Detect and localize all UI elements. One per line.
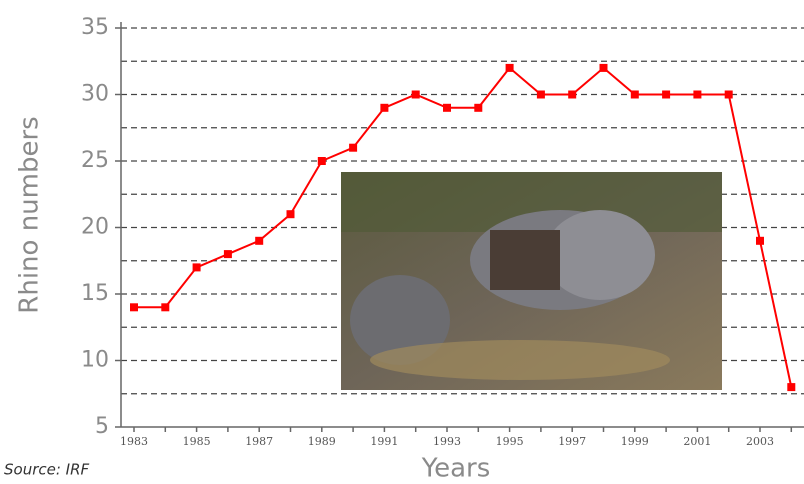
y-tick-label: 25 bbox=[81, 148, 109, 173]
x-axis-label: Years bbox=[421, 454, 491, 484]
data-point bbox=[287, 210, 295, 218]
y-tick-label: 30 bbox=[81, 82, 109, 107]
data-point bbox=[130, 303, 138, 311]
data-point bbox=[568, 91, 576, 99]
x-tick-label: 1989 bbox=[308, 435, 336, 448]
data-point bbox=[443, 104, 451, 112]
x-tick-label: 1993 bbox=[433, 435, 461, 448]
x-tick-label: 1991 bbox=[370, 435, 398, 448]
data-point bbox=[193, 263, 201, 271]
data-point bbox=[412, 91, 420, 99]
y-tick-label: 5 bbox=[95, 414, 109, 439]
data-point bbox=[349, 144, 357, 152]
x-tick-label: 1999 bbox=[621, 435, 649, 448]
x-tick-label: 1985 bbox=[183, 435, 211, 448]
data-point bbox=[380, 104, 388, 112]
y-tick-label: 35 bbox=[81, 15, 109, 40]
source-note: Source: IRF bbox=[4, 461, 90, 479]
data-point bbox=[662, 91, 670, 99]
data-point bbox=[474, 104, 482, 112]
chart: 5 10 15 20 25 30 35 1983 1985 1987 1989 1991 1993 199… bbox=[0, 0, 804, 484]
y-axis-label: Rhino numbers bbox=[15, 116, 45, 313]
photo bbox=[341, 172, 722, 390]
data-point bbox=[787, 383, 795, 391]
x-tick-label: 1987 bbox=[245, 435, 273, 448]
data-point bbox=[725, 91, 733, 99]
x-tick-label: 1995 bbox=[496, 435, 524, 448]
data-point bbox=[318, 157, 326, 165]
data-point bbox=[224, 250, 232, 258]
x-tick-label: 2003 bbox=[746, 435, 774, 448]
x-tick-label: 1997 bbox=[558, 435, 586, 448]
y-tick-label: 10 bbox=[81, 348, 109, 373]
y-tick-label: 15 bbox=[81, 281, 109, 306]
data-point bbox=[506, 64, 514, 72]
data-point bbox=[600, 64, 608, 72]
data-point bbox=[631, 91, 639, 99]
data-point bbox=[537, 91, 545, 99]
data-point bbox=[255, 237, 263, 245]
x-tick-label: 2001 bbox=[683, 435, 711, 448]
data-point bbox=[693, 91, 701, 99]
data-point bbox=[756, 237, 764, 245]
y-tick-label: 20 bbox=[81, 215, 109, 240]
x-tick-label: 1983 bbox=[120, 435, 148, 448]
data-point bbox=[161, 303, 169, 311]
